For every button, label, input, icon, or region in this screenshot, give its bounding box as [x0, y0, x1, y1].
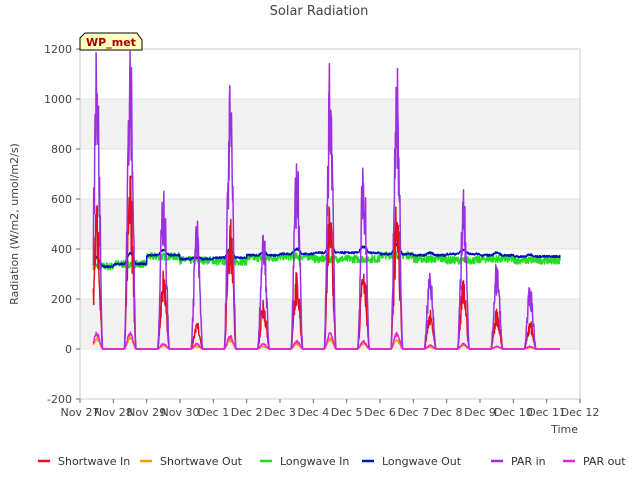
- y-tick-label: 400: [51, 243, 72, 256]
- series-line-par-out: [92, 331, 561, 350]
- legend-label: Shortwave In: [58, 455, 130, 468]
- plot-frame: [79, 48, 581, 400]
- legend-label: Longwave Out: [382, 455, 462, 468]
- series-lines: [92, 50, 561, 350]
- y-tick-label: 1200: [44, 43, 72, 56]
- x-tick-label: Dec 4: [297, 406, 329, 419]
- legend: Shortwave In Shortwave Out Longwave In Long…: [38, 455, 626, 468]
- x-tick-label: Dec 11: [527, 406, 566, 419]
- site-badge-box: [79, 32, 143, 51]
- y-tick-label: -200: [47, 393, 72, 406]
- legend-label: PAR in: [511, 455, 546, 468]
- x-tick-label: Nov 30: [161, 406, 200, 419]
- y-tick-label: 200: [51, 293, 72, 306]
- site-badge-label: WP_met: [86, 36, 136, 49]
- legend-label: Longwave In: [280, 455, 349, 468]
- x-tick-label: Dec 3: [264, 406, 296, 419]
- x-tick-label: Nov 28: [94, 406, 133, 419]
- x-tick-label: Dec 9: [464, 406, 496, 419]
- legend-label: PAR out: [583, 455, 626, 468]
- y-tick-label: 1000: [44, 93, 72, 106]
- site-badge: WP_met: [79, 32, 143, 51]
- band: [80, 299, 580, 349]
- x-tick-label: Nov 27: [61, 406, 100, 419]
- x-tick-label: Dec 2: [231, 406, 263, 419]
- y-tick-label: 800: [51, 143, 72, 156]
- x-tick-label: Dec 1: [197, 406, 229, 419]
- y-axis-label: Radiation (W/m2, umol/m2/s): [8, 143, 21, 305]
- y-tick-label: 0: [65, 343, 72, 356]
- x-tick-label: Dec 6: [364, 406, 396, 419]
- x-tick-label: Dec 5: [331, 406, 363, 419]
- x-axis-label: Time: [550, 423, 578, 436]
- legend-label: Shortwave Out: [160, 455, 243, 468]
- chart-title: Solar Radiation: [270, 4, 369, 19]
- x-tick-label: Nov 29: [127, 406, 166, 419]
- x-tick-label: Dec 12: [561, 406, 600, 419]
- y-axis-ticks: -200 0 200 400 600 800 1000 1200: [44, 43, 80, 406]
- y-tick-label: 600: [51, 193, 72, 206]
- x-tick-label: Dec 7: [397, 406, 429, 419]
- x-tick-label: Dec 10: [494, 406, 533, 419]
- x-tick-label: Dec 8: [431, 406, 463, 419]
